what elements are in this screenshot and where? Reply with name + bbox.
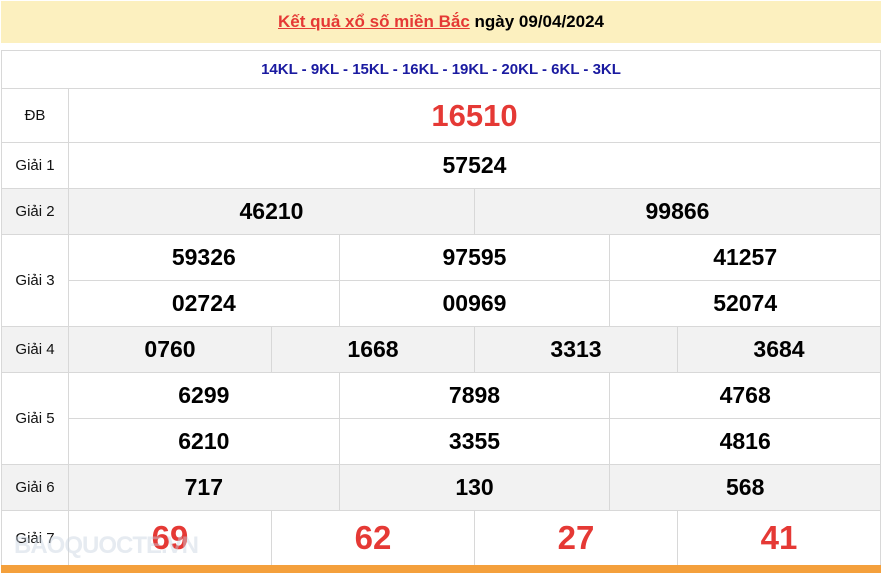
prize-number: 41257 [609,235,880,280]
prize-number: 7898 [338,373,610,418]
prize-number: 00969 [338,281,610,326]
results-title-link[interactable]: Kết quả xổ số miền Bắc [278,12,470,31]
prize-number: 41 [677,511,880,565]
prize-row: Giải 4 0760 1668 3313 3684 [2,327,880,373]
prize-label: Giải 4 [2,327,69,372]
prize-number: 02724 [171,290,236,316]
prize-number: 16510 [431,97,518,133]
prize-label: Giải 6 [2,465,69,510]
prize-number: 46210 [239,198,304,224]
prize-number: 3355 [338,419,610,464]
prize-number: 1668 [271,327,474,372]
prize-number: 62 [271,511,474,565]
prize-number: 6210 [178,428,230,454]
prize-label: Giải 7 [2,511,69,565]
results-date: ngày 09/04/2024 [474,12,604,31]
prize-label: Giải 1 [2,143,69,188]
ticket-codes: 14KL - 9KL - 15KL - 16KL - 19KL - 20KL -… [2,51,880,89]
prize-row: ĐB 16510 [2,89,880,143]
results-header: Kết quả xổ số miền Bắc ngày 09/04/2024 [1,1,881,43]
prize-row: Giải 6 717 130 568 [2,465,880,511]
prize-number: 27 [474,511,677,565]
prize-number: 3313 [474,327,677,372]
prize-number: 4768 [609,373,880,418]
prize-number: 4816 [609,419,880,464]
prize-number: 6299 [178,382,230,408]
prize-row: Giải 2 46210 99866 [2,189,880,235]
prize-label: Giải 3 [2,235,69,326]
prize-number: 0760 [144,336,196,362]
footer-bar [1,565,881,573]
prize-number: 69 [151,519,189,556]
prize-row: Giải 1 57524 [2,143,880,189]
prize-number: 52074 [609,281,880,326]
prize-label: Giải 2 [2,189,69,234]
prize-number: 97595 [338,235,610,280]
prize-label: ĐB [2,89,69,142]
prize-label: Giải 5 [2,373,69,464]
prize-number: 99866 [474,189,880,234]
prize-number: 3684 [677,327,880,372]
prize-number: 568 [609,465,880,510]
prize-number: 57524 [442,152,507,178]
prize-number: 130 [338,465,610,510]
results-table: 14KL - 9KL - 15KL - 16KL - 19KL - 20KL -… [1,50,881,566]
prize-number: 717 [184,474,224,500]
prize-row: Giải 5 6299 7898 4768 6210 3355 4816 [2,373,880,465]
prize-row: Giải 3 59326 97595 41257 02724 00969 52074 [2,235,880,327]
watermark-logo: BAOQUOCTE.VN [14,532,199,559]
prize-number: 59326 [171,244,236,270]
